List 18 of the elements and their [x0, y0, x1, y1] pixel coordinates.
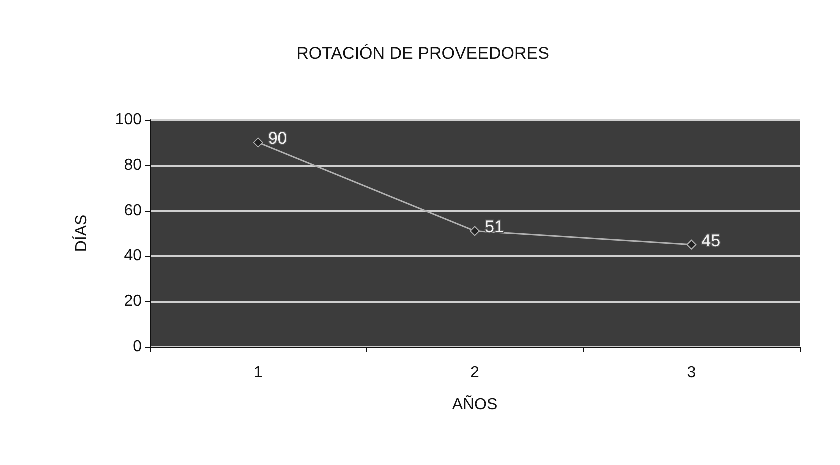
x-axis-title: AÑOS	[452, 394, 498, 414]
data-label: 45	[702, 231, 721, 250]
y-tick-label: 20	[124, 293, 142, 310]
y-tick-label: 80	[124, 156, 142, 174]
y-tick-label: 60	[124, 202, 142, 220]
data-label: 90	[268, 129, 288, 148]
point	[686, 240, 697, 250]
y-tick-label: 0	[133, 338, 142, 356]
y-tick-label: 100	[115, 112, 142, 128]
x-tick-label: 2	[470, 364, 480, 382]
point	[253, 138, 264, 148]
x-tick-label: 1	[254, 364, 263, 382]
y-tick-label: 40	[124, 248, 142, 265]
point	[470, 226, 480, 236]
x-tick-label: 3	[687, 364, 696, 382]
y-axis-title: DÍAS	[72, 214, 90, 252]
data-label: 51	[485, 218, 504, 237]
chart-title: ROTACIÓN DE PROVEEDORES	[296, 44, 550, 63]
